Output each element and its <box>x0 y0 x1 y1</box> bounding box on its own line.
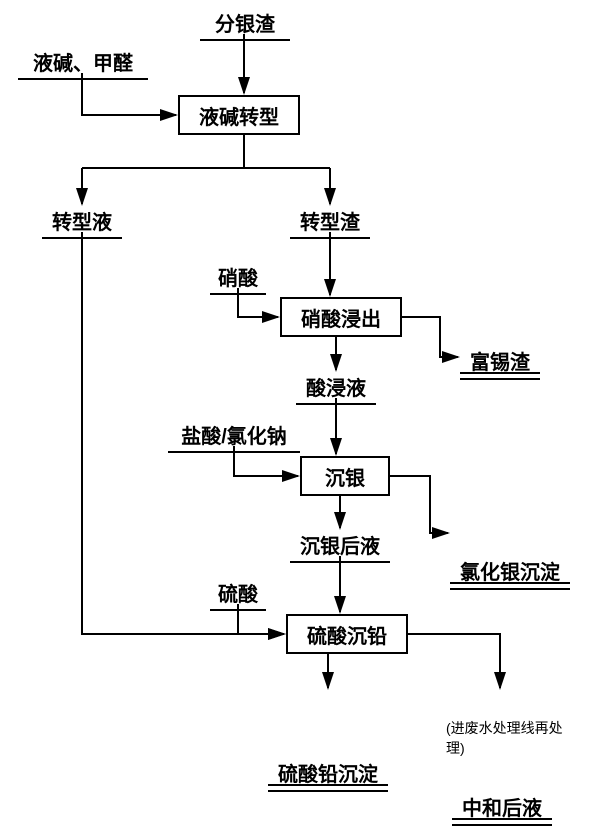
out-agcl: 氯化银沉淀 <box>450 556 570 590</box>
node-residue: 转型渣 <box>290 206 370 239</box>
node-after-ag: 沉银后液 <box>290 530 390 563</box>
reagent-sulfuric: 硫酸 <box>210 578 266 611</box>
reagent-hcl: 盐酸/氯化钠 <box>168 420 300 453</box>
node-start: 分银渣 <box>200 8 290 41</box>
out-tin: 富锡渣 <box>460 346 540 380</box>
reagent-nitric: 硝酸 <box>210 262 266 295</box>
out-neutralized: 中和后液 <box>452 792 552 826</box>
proc-lead-precip: 硫酸沉铅 <box>286 614 408 654</box>
node-input1: 液碱、甲醛 <box>18 47 148 80</box>
out-pbso4: 硫酸铅沉淀 <box>268 758 388 792</box>
note-waste: (进废水处理线再处理) <box>446 718 576 758</box>
node-liquid: 转型液 <box>42 206 122 239</box>
proc-silver-precip: 沉银 <box>300 456 390 496</box>
node-acid-liq: 酸浸液 <box>296 372 376 405</box>
proc-alkali: 液碱转型 <box>178 95 300 135</box>
proc-nitric-leach: 硝酸浸出 <box>280 297 402 337</box>
